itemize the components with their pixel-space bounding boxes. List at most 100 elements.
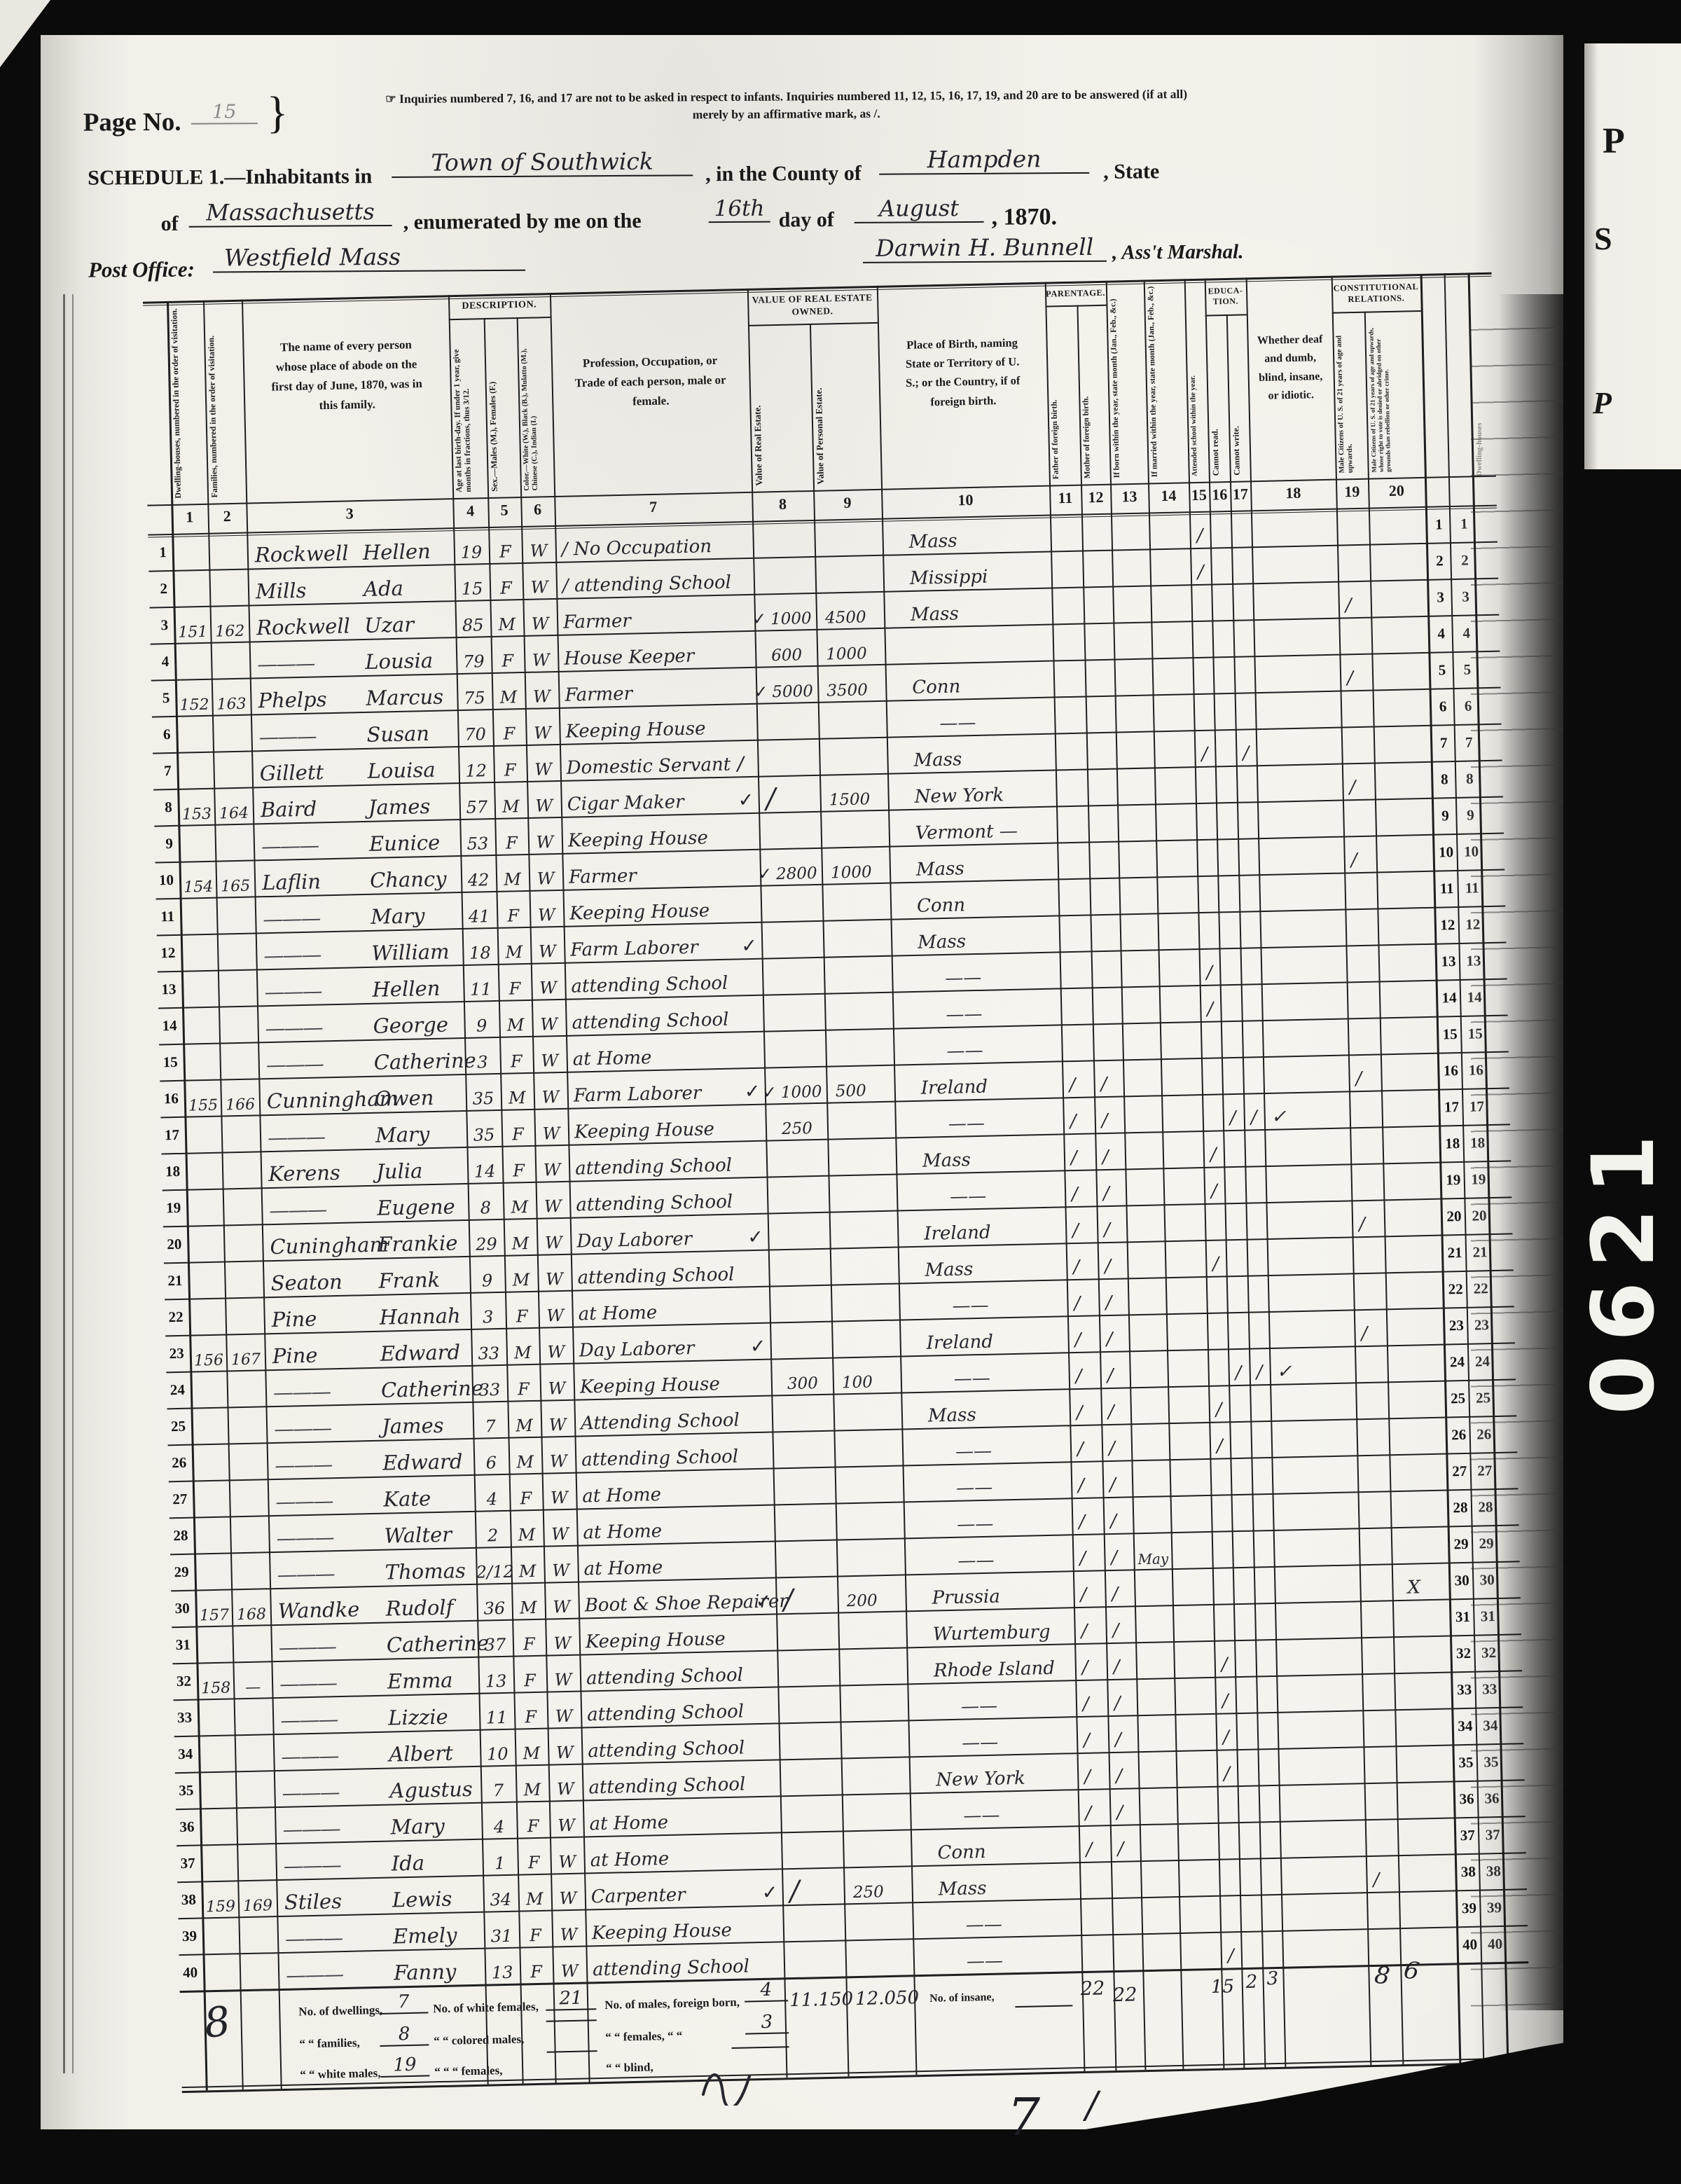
cell-birthplace: —— bbox=[957, 1513, 994, 1535]
cell-age: 4 bbox=[486, 1489, 498, 1509]
cell-occupation: attending School bbox=[581, 1446, 739, 1471]
year-label: , 1870. bbox=[991, 204, 1058, 230]
left-line-number-19: 19 bbox=[165, 1198, 181, 1217]
cell-birthplace: Mass bbox=[925, 1259, 974, 1281]
left-line-number-25: 25 bbox=[170, 1417, 186, 1435]
cell-color: W bbox=[542, 1124, 560, 1144]
cell-color: W bbox=[539, 978, 558, 998]
cell-realestate-check: ✓ bbox=[757, 864, 773, 884]
cell-surname: ——— bbox=[275, 1488, 333, 1514]
mark-m15: / bbox=[1216, 1435, 1224, 1457]
cell-sex: F bbox=[527, 1852, 540, 1873]
cell-surname: ——— bbox=[263, 942, 321, 968]
left-line-number-15: 15 bbox=[162, 1053, 178, 1071]
cell-sex: F bbox=[505, 833, 518, 853]
cell-surname: ——— bbox=[264, 979, 321, 1004]
edge-letter-s: S bbox=[1594, 221, 1612, 256]
right-line-number-28: 28 bbox=[1453, 1498, 1468, 1516]
mark-m11: / bbox=[1073, 1256, 1080, 1278]
cell-color: W bbox=[533, 723, 552, 743]
cell-occupation: at Home bbox=[583, 1520, 663, 1544]
state-label: , State bbox=[1103, 160, 1160, 184]
cell-surname: ——— bbox=[272, 1379, 331, 1405]
cell-birthplace: Conn bbox=[916, 894, 966, 917]
cell-sex: F bbox=[523, 1670, 537, 1691]
cell-sex: M bbox=[516, 1415, 534, 1436]
cell-birthplace: —— bbox=[960, 1695, 998, 1718]
cell-occupation: at Home bbox=[582, 1484, 662, 1507]
post-office-value: Westfield Mass bbox=[212, 242, 526, 273]
col-heading-4: Age at last birth-day. If under 1 year, … bbox=[452, 349, 473, 493]
cell-given-name: Catherine bbox=[386, 1631, 490, 1657]
cell-age: 3 bbox=[482, 1307, 494, 1327]
mark-m12: / bbox=[1117, 1838, 1124, 1860]
cell-color: W bbox=[550, 1487, 569, 1508]
cell-occupation: attending School bbox=[571, 972, 728, 997]
cell-color: W bbox=[557, 1815, 576, 1836]
cell-age: 15 bbox=[461, 579, 483, 599]
cell-surname: Pine bbox=[272, 1343, 318, 1369]
left-line-number-2: 2 bbox=[160, 580, 168, 597]
mark-m12: / bbox=[1109, 1474, 1116, 1496]
cell-sex: M bbox=[498, 614, 516, 635]
cell-personal-estate: 1000 bbox=[825, 644, 868, 664]
cell-birthplace: —— bbox=[952, 1294, 989, 1317]
col-number-2: 2 bbox=[223, 507, 231, 525]
cell-sex: M bbox=[525, 1888, 544, 1909]
cell-birthplace: Mass bbox=[915, 858, 965, 880]
cell-surname: ——— bbox=[277, 1561, 335, 1587]
cell-color: W bbox=[532, 650, 550, 670]
col-number-11: 11 bbox=[1058, 488, 1073, 507]
stray-ink-squiggle bbox=[702, 2073, 751, 2106]
col-number-12: 12 bbox=[1088, 488, 1104, 506]
right-line-number-13: 13 bbox=[1441, 953, 1456, 970]
table-tilt-wrap: DESCRIPTION. VALUE OF REAL ESTATE OWNED.… bbox=[143, 272, 1551, 2136]
cell-given-name: Owen bbox=[374, 1085, 434, 1111]
cell-sex: M bbox=[518, 1524, 536, 1545]
left-line-number-3: 3 bbox=[160, 616, 169, 634]
mark-m12: / bbox=[1114, 1692, 1121, 1714]
col-number-14: 14 bbox=[1161, 486, 1177, 505]
left-line-number-20: 20 bbox=[167, 1235, 182, 1253]
mark-m12: / bbox=[1111, 1547, 1118, 1569]
cell-color: W bbox=[534, 759, 553, 780]
cell-age: 10 bbox=[486, 1743, 509, 1764]
cell-sex: F bbox=[503, 724, 516, 744]
mark-m13: May bbox=[1137, 1550, 1169, 1568]
edge-letter-p2: P bbox=[1593, 386, 1612, 420]
summary-families-label: “ “ families, bbox=[299, 2036, 360, 2051]
cell-age: 36 bbox=[483, 1598, 506, 1619]
cell-real-estate: 300 bbox=[787, 1374, 819, 1394]
col-heading-5: Sex.—Males (M.), Females (F.) bbox=[487, 381, 500, 492]
cell-surname: Seaton bbox=[270, 1269, 343, 1296]
mark-m11: / bbox=[1082, 1693, 1090, 1715]
mark-m12: / bbox=[1102, 1182, 1110, 1205]
group-constitutional: CONSTITUTIONAL RELATIONS. bbox=[1331, 273, 1421, 314]
cell-dwelling: 151 bbox=[178, 623, 208, 642]
mark-m12: / bbox=[1102, 1146, 1109, 1168]
right-line-number-14: 14 bbox=[1441, 989, 1457, 1007]
cell-surname: Gillett bbox=[259, 760, 324, 786]
right-line-number-1: 1 bbox=[1434, 516, 1443, 533]
cell-given-name: Rudolf bbox=[385, 1595, 454, 1621]
mark-m19: / bbox=[1350, 850, 1357, 871]
cell-given-name: Lousia bbox=[364, 648, 434, 674]
mark-m12: / bbox=[1103, 1219, 1111, 1241]
group-value-line2: OWNED. bbox=[791, 305, 833, 317]
marshal-signature: Darwin H. Bunnell bbox=[862, 233, 1107, 263]
cell-age: 8 bbox=[480, 1198, 492, 1218]
right-line-number-11: 11 bbox=[1439, 880, 1454, 897]
cell-given-name: Chancy bbox=[369, 866, 447, 892]
cell-sex: F bbox=[517, 1379, 530, 1399]
cell-color: W bbox=[544, 1233, 563, 1253]
cell-color: W bbox=[555, 1706, 573, 1727]
summary-blind-label: “ “ blind, bbox=[605, 2060, 653, 2075]
cell-color: W bbox=[546, 1305, 565, 1326]
cell-birthplace: —— bbox=[955, 1440, 992, 1463]
cell-family: 166 bbox=[225, 1096, 256, 1114]
right-line-number-6: 6 bbox=[1439, 698, 1447, 715]
cell-color: W bbox=[545, 1269, 564, 1290]
cell-birthplace: Mass bbox=[922, 1149, 971, 1172]
page-no-label: Page No. bbox=[83, 107, 181, 137]
